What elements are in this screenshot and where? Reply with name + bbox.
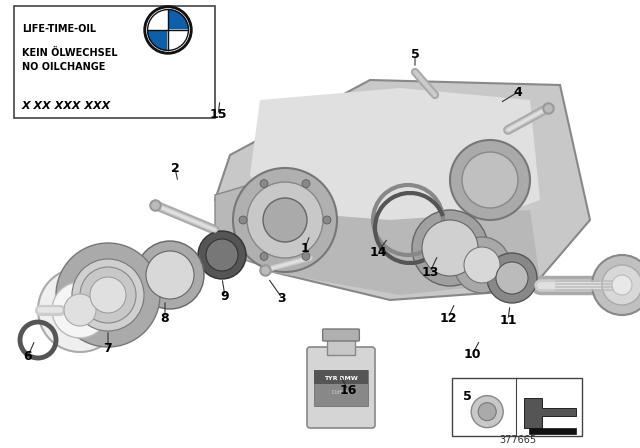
Text: 4: 4 [514,86,522,99]
Circle shape [612,275,632,295]
Circle shape [592,255,640,315]
Text: TYR BMW: TYR BMW [324,376,358,382]
Text: 1: 1 [301,241,309,254]
Bar [14,6,215,118]
Circle shape [38,268,122,352]
Circle shape [450,140,530,220]
FancyBboxPatch shape [307,347,375,428]
Text: 3: 3 [278,292,286,305]
Bar [452,378,582,436]
Circle shape [323,216,331,224]
Text: 15: 15 [209,108,227,121]
Circle shape [422,220,478,276]
Wedge shape [148,9,168,30]
Text: X XX XXX XXX: X XX XXX XXX [22,101,111,111]
Circle shape [136,241,204,309]
Circle shape [80,267,136,323]
Circle shape [462,152,518,208]
Text: 2: 2 [171,161,179,175]
Circle shape [464,247,500,283]
Circle shape [56,243,160,347]
Circle shape [487,253,537,303]
Circle shape [247,182,323,258]
Circle shape [471,396,503,428]
Circle shape [146,251,194,299]
Circle shape [260,180,268,188]
Wedge shape [168,30,188,50]
Circle shape [64,294,96,326]
Bar [529,428,576,434]
Circle shape [90,277,126,313]
Circle shape [454,237,510,293]
Circle shape [478,403,496,421]
Circle shape [239,216,247,224]
Text: 14: 14 [369,246,387,258]
Text: 16: 16 [339,383,356,396]
Text: 377665: 377665 [499,435,536,445]
Text: 12: 12 [439,311,457,324]
Circle shape [302,180,310,188]
Wedge shape [148,30,168,50]
Polygon shape [524,398,576,428]
Circle shape [263,198,307,242]
Polygon shape [215,80,590,300]
Text: NO OILCHANGE: NO OILCHANGE [22,62,106,72]
Text: Diff Oil: Diff Oil [332,391,350,396]
Text: LIFE-TIME-OIL: LIFE-TIME-OIL [22,24,96,34]
Circle shape [52,282,108,338]
Text: 9: 9 [221,289,229,302]
Bar [314,370,368,406]
Circle shape [302,252,310,260]
Text: 11: 11 [499,314,516,327]
Circle shape [412,210,488,286]
Circle shape [198,231,246,279]
Bar [328,335,355,355]
Text: 5: 5 [463,390,472,403]
Circle shape [260,252,268,260]
Circle shape [233,168,337,272]
Polygon shape [215,180,290,265]
Text: 10: 10 [463,349,481,362]
Circle shape [144,6,192,54]
Text: 5: 5 [411,48,419,61]
Circle shape [147,9,189,51]
Bar [314,370,368,384]
FancyBboxPatch shape [323,329,360,341]
Wedge shape [168,9,188,30]
Polygon shape [250,88,540,240]
Polygon shape [260,210,540,295]
Text: 7: 7 [104,341,113,354]
Text: 6: 6 [24,349,32,362]
Circle shape [602,265,640,305]
Text: 8: 8 [161,311,170,324]
Circle shape [206,239,238,271]
Text: 13: 13 [421,266,438,279]
Circle shape [72,259,144,331]
Text: KEIN ÖLWECHSEL: KEIN ÖLWECHSEL [22,48,118,58]
Circle shape [496,262,528,294]
